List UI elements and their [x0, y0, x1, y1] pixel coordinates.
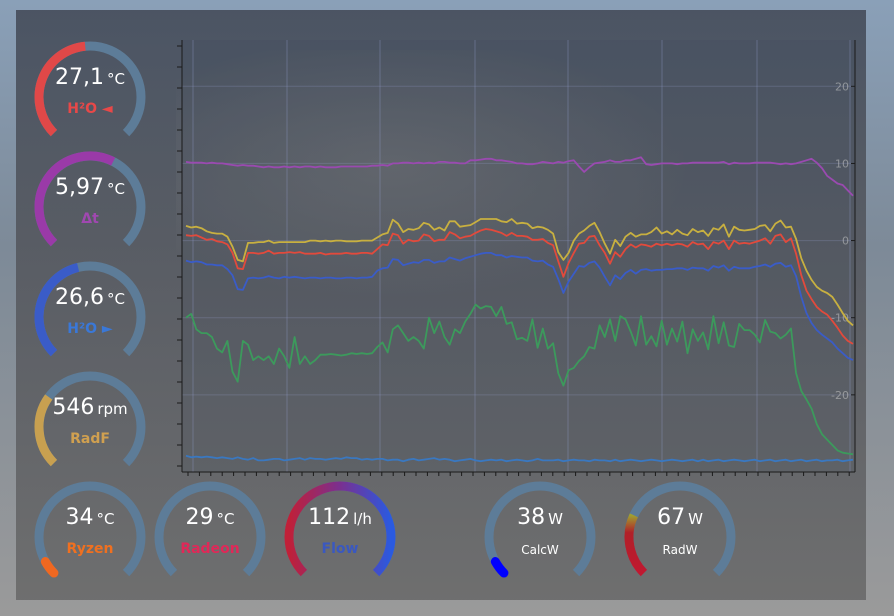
gauge-arc [34, 41, 146, 137]
y-tick-label: 10 [835, 157, 849, 170]
gauge-label: Ryzen [66, 541, 114, 557]
gauge-value: 546 rpm [30, 395, 150, 420]
gauge-value-number: 34 [65, 505, 94, 530]
gauge-flow: 112 l/h Flow [280, 475, 400, 595]
gauge-arc [154, 481, 266, 577]
gauge-value: 34 °C [30, 505, 150, 530]
gauge-arc [34, 151, 146, 247]
gauge-label: CalcW [521, 543, 559, 557]
series-line-2 [185, 228, 854, 345]
gauge-value-number: 5,97 [55, 175, 104, 200]
gauge-track [154, 481, 266, 577]
gauge-arc [284, 481, 396, 577]
gauge-track [34, 481, 146, 577]
gauge-radw: 67 W RadW [620, 475, 740, 595]
gauge-label: Flow [321, 541, 359, 557]
gauge-value-number: 38 [517, 505, 546, 530]
gauge-value: 26,6 °C [30, 285, 150, 310]
gauge-label: Δt [81, 211, 99, 227]
gauge-value: 67 W [620, 505, 740, 530]
gauge-radeon: 29 °C Radeon [150, 475, 270, 595]
series-line-3 [185, 251, 854, 361]
gauge-unit: W [688, 510, 703, 528]
gauge-label: Radeon [180, 541, 240, 557]
gauge-value: 5,97 °C [30, 175, 150, 200]
series-line-5 [185, 454, 854, 463]
y-tick-label: 0 [842, 235, 849, 248]
monitor-panel [16, 10, 866, 600]
gauge-arc [34, 481, 146, 578]
gauge-value-number: 67 [657, 505, 686, 530]
gauge-arc [34, 261, 146, 357]
gauge-value: 38 W [480, 505, 600, 530]
gauge-label: H²O ◄ [67, 101, 113, 117]
gauge-unit: °C [216, 510, 235, 528]
gauge-calcw: 38 W CalcW [480, 475, 600, 595]
gauge-arc [34, 371, 146, 467]
gauge-value: 29 °C [150, 505, 270, 530]
gauge-ho: 27,1 °C H²O ◄ [30, 35, 150, 155]
gauge-value: 112 l/h [280, 505, 400, 530]
gauge-value: 27,1 °C [30, 65, 150, 90]
gauge-unit: °C [107, 180, 125, 198]
gauge-unit: °C [107, 70, 125, 88]
plot-area [182, 40, 855, 472]
gauge-fill [284, 481, 396, 577]
gauge-track [484, 481, 596, 577]
gauge-label: RadW [662, 543, 698, 557]
series-line-4 [185, 303, 854, 456]
gauge-value-number: 26,6 [55, 285, 104, 310]
y-tick-label: 20 [835, 80, 849, 93]
gauge-fill [34, 41, 86, 137]
gauge-unit: °C [96, 510, 115, 528]
gauge-value-number: 27,1 [55, 65, 104, 90]
gauge-fill [34, 263, 80, 357]
gauge-unit: W [548, 510, 563, 528]
gauge-arc [624, 481, 736, 577]
gauge-fill [490, 557, 509, 578]
gauge-label: H²O ► [67, 321, 113, 337]
gauge-radf: 546 rpm RadF [30, 365, 150, 485]
gauge-unit: °C [107, 290, 125, 308]
gauge-unit: rpm [97, 400, 128, 418]
series-line-1 [185, 218, 854, 327]
gauge-arc [484, 481, 596, 578]
gauge-value-number: 29 [185, 505, 214, 530]
gauge-value-number: 546 [52, 395, 95, 420]
gauge-value-number: 112 [308, 505, 351, 530]
gauge-label: RadF [70, 431, 110, 447]
gauge-fill [40, 557, 59, 578]
gauge-ho: 26,6 °C H²O ► [30, 255, 150, 375]
gauge-unit: l/h [353, 510, 372, 528]
gauge-ryzen: 34 °C Ryzen [30, 475, 150, 595]
series-line-0 [185, 156, 854, 197]
gauge-fill [624, 513, 648, 577]
gauge-t: 5,97 °C Δt [30, 145, 150, 265]
gauge-fill [34, 394, 58, 467]
y-tick-label: -20 [831, 389, 849, 402]
gauge-fill [34, 151, 116, 247]
